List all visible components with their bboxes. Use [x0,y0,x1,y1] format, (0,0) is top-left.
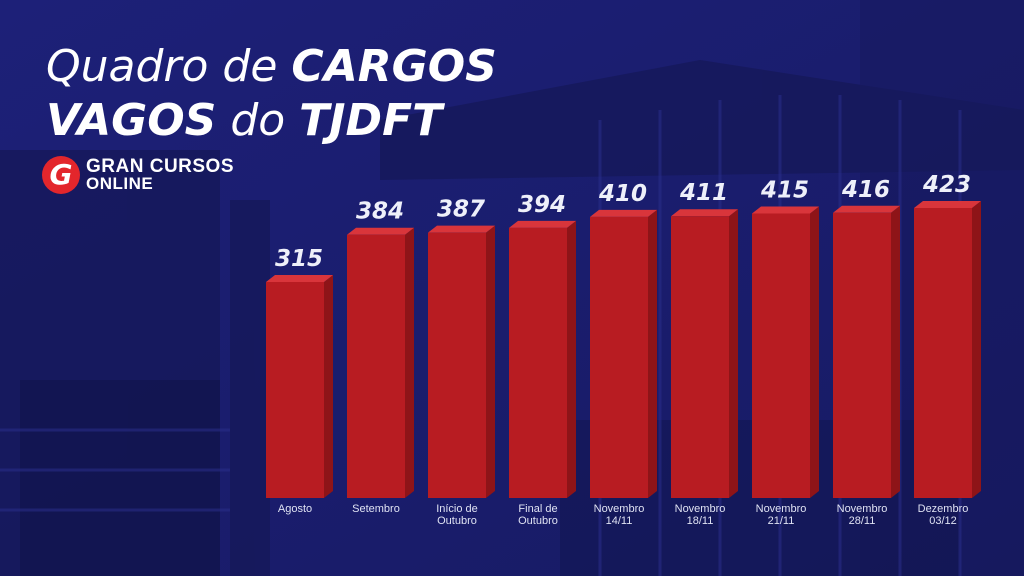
bar-top [671,209,738,217]
category-label: Outubro [437,515,477,527]
gran-cursos-logo: G GRAN CURSOS ONLINE [42,156,234,194]
bar-side [891,205,900,498]
bar [509,227,567,499]
bar [833,212,891,498]
bar-top [914,201,981,208]
bar [428,232,486,498]
bar-top [266,275,333,282]
bar-side [405,227,414,498]
bar-top [509,220,576,228]
value-label: 410 [598,181,647,207]
bar [590,216,648,498]
bar-side [729,209,738,498]
bar-group: 384 Setembro [347,199,414,515]
bar-side [972,201,981,498]
title-part-3: VAGOS [46,95,217,146]
logo-text: GRAN CURSOS ONLINE [86,156,235,193]
bar [752,213,810,498]
bar-top [347,227,414,235]
bar-group: 315 Agosto [266,246,333,515]
bar-side [324,275,333,498]
title-part-1: Quadro de [46,41,292,92]
bar-side [810,206,819,498]
category-label: 21/11 [768,515,795,527]
category-label: Novembro [756,503,807,515]
category-label: Agosto [278,503,312,515]
category-label: Novembro [837,503,888,515]
bar [266,282,324,498]
category-label: Final de [518,503,557,515]
value-label: 411 [679,180,728,206]
bar-top [833,205,900,213]
bar-side [648,209,657,498]
value-label: 384 [356,199,404,225]
category-label: Outubro [518,515,558,527]
logo-line-2: ONLINE [86,174,154,193]
value-label: 394 [518,192,566,218]
value-label: 423 [922,172,971,198]
value-label: 416 [841,177,890,203]
bar-top [590,209,657,217]
value-label: 315 [275,246,323,272]
title-part-2: CARGOS [291,41,497,92]
bar [347,234,405,498]
title-part-5: TJDFT [299,95,443,146]
category-label: 14/11 [606,515,633,527]
category-label: 28/11 [849,515,876,527]
logo-g-icon: G [42,156,80,194]
value-label: 387 [437,197,485,223]
category-label: Novembro [675,503,726,515]
title-part-4: do [216,95,300,146]
category-label: Setembro [352,503,400,515]
category-label: 18/11 [687,515,714,527]
logo-line-1: GRAN CURSOS [86,156,235,177]
category-label: 03/12 [929,515,957,527]
category-label: Início de [436,503,478,515]
bar-side [567,220,576,499]
value-label: 415 [760,177,809,203]
bar-top [752,206,819,214]
category-label: Novembro [594,503,645,515]
page-title: Quadro de CARGOS VAGOS do TJDFT [46,40,497,148]
bar-side [486,225,495,498]
bar-top [428,225,495,233]
category-label: Dezembro [918,503,969,515]
bar [914,208,972,498]
bar [671,216,729,498]
